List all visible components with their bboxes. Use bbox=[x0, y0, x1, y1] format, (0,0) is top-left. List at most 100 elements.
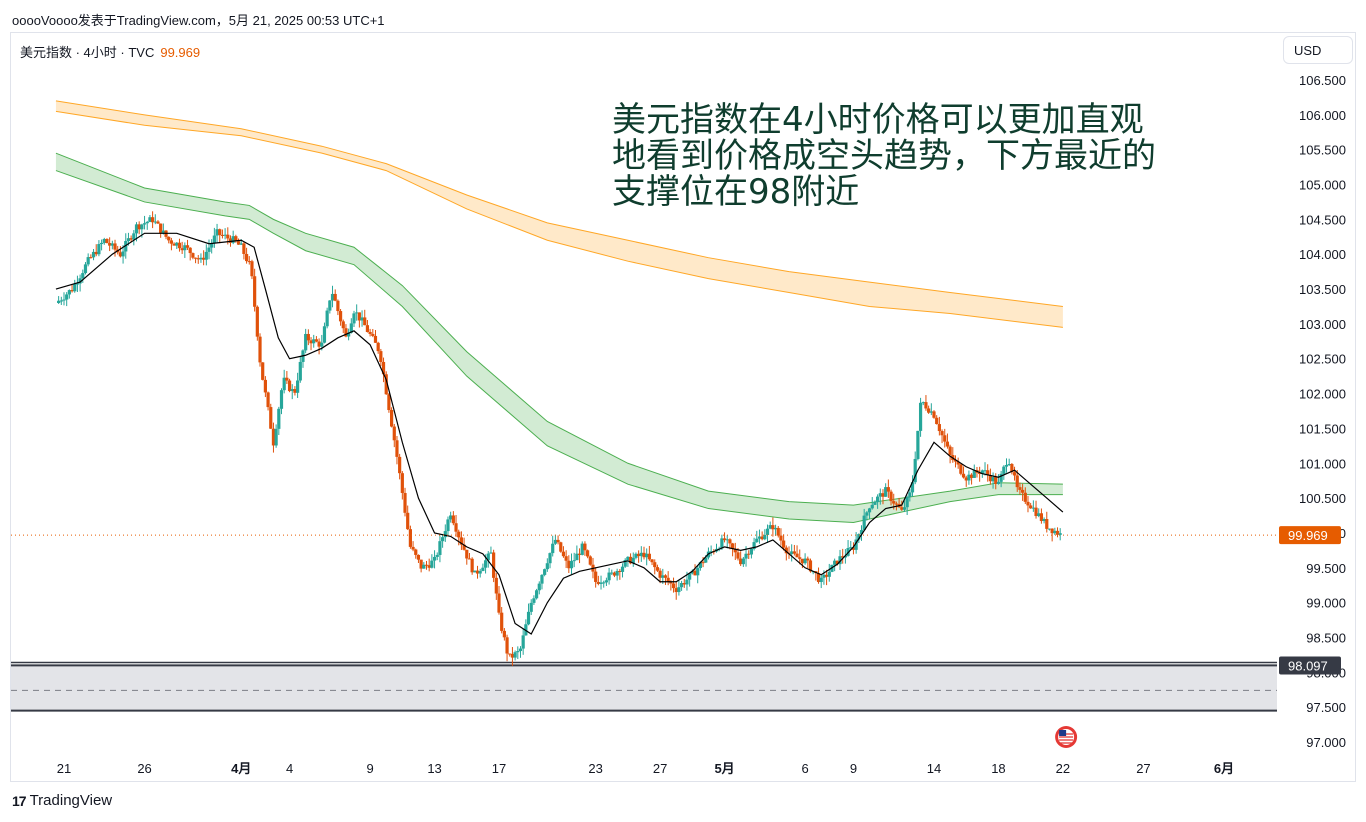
candle-body bbox=[988, 475, 992, 482]
candle-body bbox=[948, 446, 952, 456]
y-tick-label: 99.500 bbox=[1306, 561, 1346, 576]
candle-body bbox=[736, 552, 740, 559]
candle-body bbox=[849, 547, 853, 549]
candle-body bbox=[908, 492, 912, 498]
candle-body bbox=[467, 558, 472, 560]
x-tick-label: 21 bbox=[57, 761, 71, 776]
candle-body bbox=[183, 245, 187, 251]
candle-body bbox=[314, 339, 319, 342]
candle-body bbox=[1010, 464, 1014, 473]
candle-body bbox=[669, 581, 673, 584]
candle-body bbox=[693, 570, 697, 576]
candle-body bbox=[553, 539, 557, 544]
candle-body bbox=[725, 539, 729, 541]
candle-body bbox=[510, 653, 515, 658]
currency-button[interactable]: USD bbox=[1283, 36, 1353, 64]
candle-body bbox=[653, 562, 657, 568]
candle-body bbox=[967, 474, 971, 481]
candle-body bbox=[360, 317, 364, 321]
candle-body bbox=[129, 238, 133, 240]
candle-body bbox=[782, 540, 786, 548]
candle-body bbox=[1037, 513, 1041, 517]
candle-body bbox=[604, 580, 609, 583]
candle-body bbox=[441, 537, 445, 542]
candle-body bbox=[556, 539, 560, 543]
candle-body bbox=[457, 531, 461, 538]
tradingview-mark-icon: 17 bbox=[12, 792, 27, 809]
candle-body bbox=[790, 551, 794, 555]
us-flag-canton bbox=[1059, 730, 1067, 736]
candle-body bbox=[62, 299, 66, 301]
y-tick-label: 102.000 bbox=[1299, 387, 1346, 402]
support-price-badge: 98.097 bbox=[1288, 659, 1328, 674]
candle-body bbox=[86, 257, 90, 265]
candle-body bbox=[483, 560, 488, 568]
last-price-badge: 99.969 bbox=[1288, 528, 1328, 543]
candle-body bbox=[411, 546, 415, 550]
candle-body bbox=[328, 300, 332, 311]
candle-body bbox=[419, 559, 423, 569]
candle-body bbox=[798, 557, 802, 559]
candle-body bbox=[398, 456, 402, 474]
candle-body bbox=[1002, 466, 1006, 474]
x-tick-label: 13 bbox=[427, 761, 441, 776]
candle-body bbox=[180, 248, 184, 251]
candle-body bbox=[870, 504, 874, 509]
candle-body bbox=[918, 402, 923, 431]
candle-body bbox=[261, 362, 265, 380]
candle-body bbox=[330, 293, 335, 301]
candle-body bbox=[607, 572, 611, 581]
candle-body bbox=[145, 221, 149, 224]
candle-body bbox=[572, 560, 576, 562]
candle-body bbox=[212, 235, 216, 244]
candle-body bbox=[290, 389, 294, 392]
candle-body bbox=[266, 392, 270, 408]
candle-body bbox=[508, 653, 512, 655]
candle-body bbox=[709, 551, 713, 553]
candle-body bbox=[827, 571, 831, 577]
candle-body bbox=[492, 552, 496, 578]
candle-body bbox=[191, 253, 195, 258]
candle-body bbox=[73, 283, 77, 292]
band-lower-0 bbox=[55, 170, 1063, 523]
candle-body bbox=[465, 549, 469, 559]
candle-body bbox=[97, 244, 101, 255]
candle-body bbox=[671, 583, 676, 589]
candle-body bbox=[65, 294, 69, 300]
candle-body bbox=[454, 523, 458, 532]
candle-body bbox=[776, 527, 780, 536]
candle-body bbox=[320, 342, 324, 347]
candle-body bbox=[744, 553, 748, 559]
candle-body bbox=[67, 290, 71, 295]
candle-body bbox=[658, 570, 662, 578]
candle-body bbox=[352, 313, 356, 324]
candle-body bbox=[126, 238, 131, 242]
candle-body bbox=[642, 552, 646, 558]
x-tick-label: 23 bbox=[588, 761, 602, 776]
candle-body bbox=[851, 547, 856, 550]
candle-body bbox=[755, 538, 759, 543]
candle-body bbox=[430, 560, 434, 568]
candle-body bbox=[169, 240, 174, 244]
candle-body bbox=[333, 293, 337, 301]
candle-body bbox=[722, 538, 727, 541]
symbol-legend: 美元指数 · 4小时 · TVC 99.969 bbox=[20, 42, 200, 61]
candle-body bbox=[940, 431, 944, 436]
candle-body bbox=[75, 283, 80, 285]
candle-body bbox=[731, 543, 735, 549]
candle-body bbox=[588, 556, 592, 565]
candle-body bbox=[231, 236, 235, 243]
candle-body bbox=[685, 579, 689, 585]
tradingview-logo: 17 TradingView bbox=[12, 792, 112, 809]
candle-body bbox=[932, 411, 936, 418]
candle-body bbox=[961, 473, 966, 478]
candle-body bbox=[355, 312, 359, 314]
candle-body bbox=[688, 573, 692, 580]
candle-body bbox=[312, 339, 316, 344]
candle-body bbox=[841, 556, 845, 558]
candle-body bbox=[594, 571, 598, 582]
candle-body bbox=[690, 570, 694, 574]
x-tick-label: 4 bbox=[286, 761, 293, 776]
candle-body bbox=[478, 570, 482, 574]
